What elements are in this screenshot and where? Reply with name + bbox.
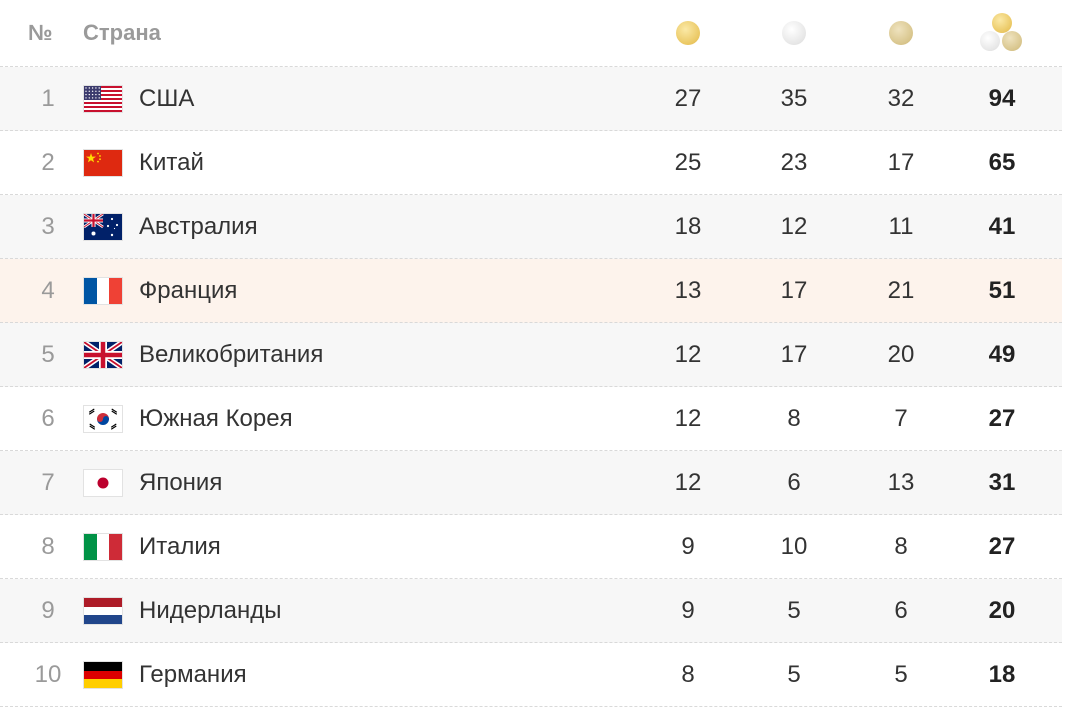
table-row[interactable]: 3 Австралия 18 12 11 41 — [0, 195, 1062, 259]
rank-cell: 7 — [41, 468, 55, 496]
total-count: 27 — [988, 532, 1016, 560]
rank-cell: 3 — [41, 212, 55, 240]
gold-column-header[interactable] — [658, 0, 718, 66]
rank-cell: 10 — [34, 660, 62, 688]
total-medals-icon — [980, 13, 1024, 53]
silver-count: 8 — [787, 404, 801, 432]
total-count: 27 — [988, 404, 1016, 432]
rank-cell: 4 — [41, 276, 55, 304]
rank-cell: 6 — [41, 404, 55, 432]
silver-count: 35 — [780, 84, 808, 112]
bronze-count: 6 — [894, 596, 908, 624]
rank-cell: 9 — [41, 596, 55, 624]
total-column-header[interactable] — [972, 0, 1032, 66]
table-row[interactable]: 10 Германия 8 5 5 18 — [0, 643, 1062, 707]
gold-count: 13 — [674, 276, 702, 304]
silver-count: 5 — [787, 596, 801, 624]
total-count: 41 — [988, 212, 1016, 240]
bronze-count: 32 — [887, 84, 915, 112]
rank-cell: 1 — [41, 84, 55, 112]
table-row[interactable]: 2 Китай 25 23 17 65 — [0, 131, 1062, 195]
japan-flag-icon — [83, 451, 123, 514]
rank-cell: 2 — [41, 148, 55, 176]
table-body: 1 США 27 35 32 94 2 Китай 25 23 17 65 3 Австралия 18 12… — [0, 67, 1062, 707]
netherlands-flag-icon — [83, 579, 123, 642]
bronze-count: 5 — [894, 660, 908, 688]
south-korea-flag-icon — [83, 387, 123, 450]
silver-medal-icon — [782, 21, 806, 45]
gold-count: 18 — [674, 212, 702, 240]
france-flag-icon — [83, 259, 123, 322]
bronze-count: 21 — [887, 276, 915, 304]
rank-column-header[interactable]: № — [28, 20, 53, 45]
country-name[interactable]: Австралия — [139, 212, 258, 240]
country-name[interactable]: Италия — [139, 532, 221, 560]
table-row[interactable]: 4 Франция 13 17 21 51 — [0, 259, 1062, 323]
table-row[interactable]: 7 Япония 12 6 13 31 — [0, 451, 1062, 515]
rank-cell: 8 — [41, 532, 55, 560]
silver-count: 12 — [780, 212, 808, 240]
germany-flag-icon — [83, 643, 123, 706]
silver-count: 5 — [787, 660, 801, 688]
bronze-count: 13 — [887, 468, 915, 496]
silver-count: 6 — [787, 468, 801, 496]
total-count: 51 — [988, 276, 1016, 304]
country-name[interactable]: Германия — [139, 660, 247, 688]
gold-count: 8 — [681, 660, 695, 688]
silver-count: 23 — [780, 148, 808, 176]
country-name[interactable]: Китай — [139, 148, 204, 176]
table-row[interactable]: 9 Нидерланды 9 5 6 20 — [0, 579, 1062, 643]
country-name[interactable]: США — [139, 84, 195, 112]
bronze-count: 17 — [887, 148, 915, 176]
bronze-medal-icon — [889, 21, 913, 45]
silver-count: 17 — [780, 340, 808, 368]
gold-count: 12 — [674, 404, 702, 432]
country-column-header[interactable]: Страна — [83, 20, 161, 45]
china-flag-icon — [83, 131, 123, 194]
rank-cell: 5 — [41, 340, 55, 368]
silver-count: 10 — [780, 532, 808, 560]
country-name[interactable]: Нидерланды — [139, 596, 282, 624]
gold-count: 25 — [674, 148, 702, 176]
gold-count: 9 — [681, 532, 695, 560]
uk-flag-icon — [83, 323, 123, 386]
table-row[interactable]: 1 США 27 35 32 94 — [0, 67, 1062, 131]
bronze-count: 11 — [888, 212, 914, 240]
gold-medal-icon — [676, 21, 700, 45]
total-count: 49 — [988, 340, 1016, 368]
usa-flag-icon — [83, 67, 123, 130]
total-count: 18 — [988, 660, 1016, 688]
silver-count: 17 — [780, 276, 808, 304]
country-name[interactable]: Великобритания — [139, 340, 324, 368]
gold-count: 9 — [681, 596, 695, 624]
country-name[interactable]: Франция — [139, 276, 238, 304]
australia-flag-icon — [83, 195, 123, 258]
italy-flag-icon — [83, 515, 123, 578]
country-name[interactable]: Япония — [139, 468, 223, 496]
bronze-count: 20 — [887, 340, 915, 368]
bronze-count: 7 — [894, 404, 908, 432]
table-row[interactable]: 8 Италия 9 10 8 27 — [0, 515, 1062, 579]
table-row[interactable]: 5 Великобритания 12 17 20 49 — [0, 323, 1062, 387]
bronze-count: 8 — [894, 532, 908, 560]
table-row[interactable]: 6 Южная Корея 12 8 7 27 — [0, 387, 1062, 451]
total-count: 31 — [988, 468, 1016, 496]
gold-count: 12 — [674, 468, 702, 496]
bronze-column-header[interactable] — [871, 0, 931, 66]
total-count: 65 — [988, 148, 1016, 176]
gold-count: 12 — [674, 340, 702, 368]
total-count: 94 — [988, 84, 1016, 112]
country-name[interactable]: Южная Корея — [139, 404, 293, 432]
gold-count: 27 — [674, 84, 702, 112]
table-header: № Страна — [0, 0, 1062, 67]
silver-column-header[interactable] — [764, 0, 824, 66]
total-count: 20 — [988, 596, 1016, 624]
